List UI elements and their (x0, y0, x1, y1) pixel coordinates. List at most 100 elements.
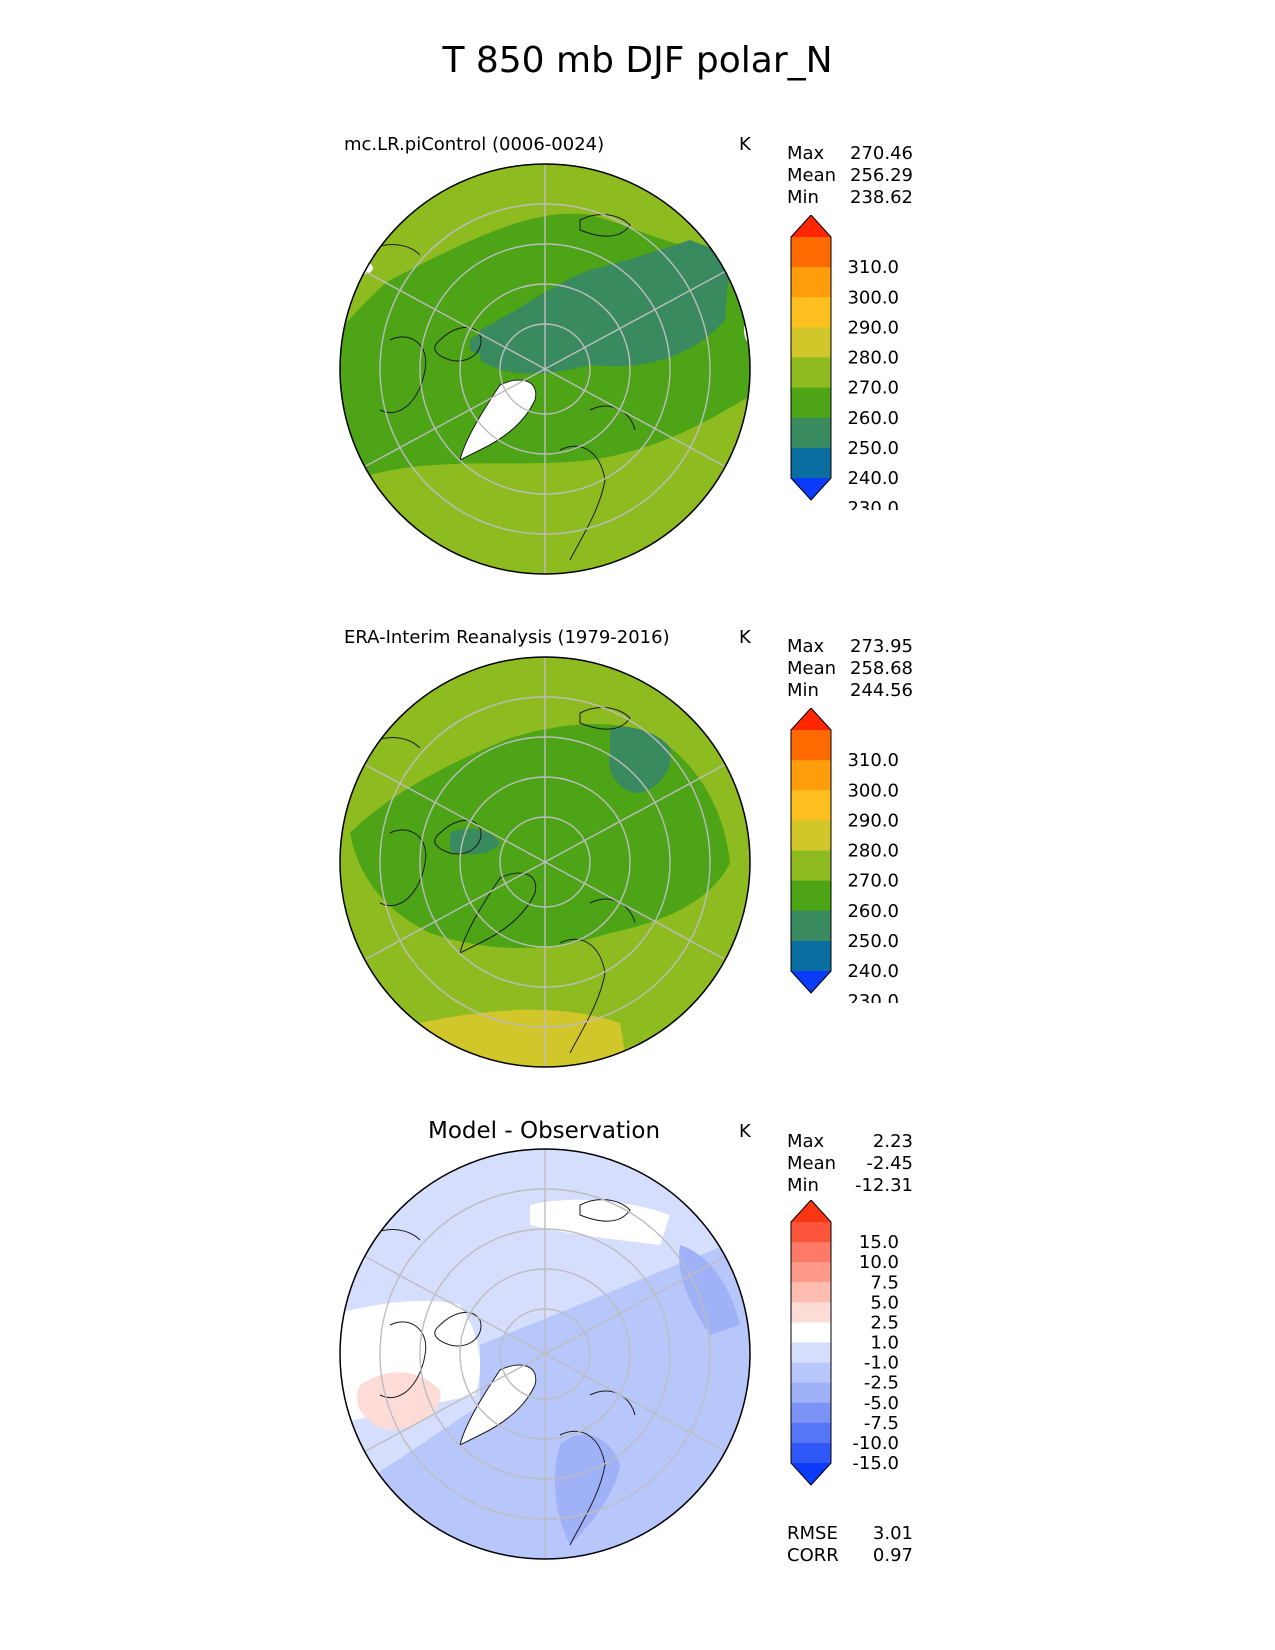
colorbar-band (791, 1200, 831, 1222)
colorbar-tick-label: 7.5 (870, 1272, 899, 1293)
colorbar-band (791, 790, 831, 821)
field-250 (480, 240, 730, 374)
colorbar-outline (790, 708, 832, 994)
colorbar-tick-label: -15.0 (852, 1453, 899, 1474)
colorbar-tick-label: 5.0 (870, 1292, 899, 1313)
colorbar-band (791, 1342, 831, 1364)
colorbar-tick-label: 280.0 (847, 348, 899, 369)
colorbar-tick-label: 300.0 (847, 780, 899, 801)
map-boundary (339, 163, 751, 575)
colorbar-band (791, 478, 831, 500)
panel-2-stats: Max 273.95 Mean 258.68 Min 244.56 (787, 636, 913, 702)
colorbar-tick-label: 310.0 (847, 257, 899, 278)
colorbar-band (791, 327, 831, 358)
metric-row: RMSE 3.01 (787, 1523, 913, 1544)
panel-1-map (339, 163, 751, 575)
colorbar-tick-label: 290.0 (847, 810, 899, 831)
colorbar-tick-label: 260.0 (847, 408, 899, 429)
panel-3-title: Model - Observation (428, 1118, 661, 1144)
colorbar-band (791, 357, 831, 389)
stat-row: Max 270.46 (787, 143, 913, 164)
colorbar-tick-label: 10.0 (859, 1252, 899, 1273)
stat-row: Max 273.95 (787, 636, 913, 657)
field-250-b (450, 828, 500, 855)
panel-3-stats: Max 2.23 Mean -2.45 Min -12.31 (787, 1131, 913, 1197)
field-near-zero-b (530, 1199, 670, 1245)
colorbar-tick-label: 290.0 (847, 317, 899, 338)
colorbar-band (791, 1242, 831, 1263)
map-boundary (339, 656, 751, 1068)
field-270 (340, 164, 750, 340)
graticule (340, 657, 750, 1067)
stat-row: Max 2.23 (787, 1131, 913, 1152)
colorbar-band (791, 1302, 831, 1323)
colorbar-tick-label: 310.0 (847, 750, 899, 771)
colorbar-tick-label: 230.0 (847, 991, 899, 1003)
colorbar-tick-label: -7.5 (864, 1413, 899, 1434)
figure-title: T 850 mb DJF polar_N (442, 40, 833, 81)
panel-3-units: K (739, 1121, 751, 1142)
stat-row: Mean 258.68 (787, 658, 913, 679)
colorbar-2: 310.0 300.0 290.0 280.0 270.0 260.0 250.0 240.0… (790, 708, 899, 1003)
colorbar-band (791, 1442, 831, 1464)
colorbar-band (791, 1222, 831, 1243)
colorbar-band (791, 820, 831, 851)
colorbar-band (791, 237, 831, 268)
colorbar-1: 310.0 300.0 290.0 280.0 270.0 260.0 250.0 240.0… (790, 215, 899, 510)
graticule (340, 164, 750, 574)
colorbar-band (791, 297, 831, 328)
colorbar-band (791, 1463, 831, 1485)
colorbar-tick-label: -5.0 (864, 1393, 899, 1414)
field-greenland (460, 1365, 536, 1445)
colorbar-tick-label: 15.0 (859, 1232, 899, 1253)
colorbar-outline (790, 215, 832, 501)
colorbar-band (791, 760, 831, 791)
panel-3-map (339, 1148, 751, 1560)
map-boundary (339, 1148, 751, 1560)
colorbar-tick-label: -1.0 (864, 1353, 899, 1374)
colorbar-tick-label: 240.0 (847, 468, 899, 489)
panel-2-map (339, 656, 751, 1068)
panel-2-label: ERA-Interim Reanalysis (1979-2016) (344, 627, 670, 648)
colorbar-band (791, 910, 831, 942)
stat-row: Min 238.62 (787, 187, 913, 208)
panel-3-metrics: RMSE 3.01 CORR 0.97 (787, 1523, 913, 1567)
colorbar-band (791, 1322, 831, 1343)
colorbar-band (791, 708, 831, 730)
colorbar-band (791, 971, 831, 993)
colorbar-band (791, 880, 831, 912)
panel-1-label: mc.LR.piControl (0006-0024) (344, 134, 605, 155)
colorbar-tick-label: 250.0 (847, 931, 899, 952)
colorbar-tick-label: 2.5 (870, 1312, 899, 1333)
colorbar-band (791, 387, 831, 419)
colorbar-band (791, 417, 831, 449)
stat-row: Mean 256.29 (787, 165, 913, 186)
colorbar-band (791, 1262, 831, 1283)
colorbar-tick-label: 300.0 (847, 287, 899, 308)
stat-row: Min -12.31 (787, 1175, 913, 1196)
colorbar-band (791, 850, 831, 882)
panel-2-units: K (739, 627, 751, 648)
field-plus-1 (356, 1372, 441, 1430)
panel-1-units: K (739, 134, 751, 155)
colorbar-3: 15.010.07.55.02.51.0-1.0-2.5-5.0-7.5-10.… (790, 1200, 899, 1486)
stat-row: Mean -2.45 (787, 1153, 913, 1174)
colorbar-tick-label: 250.0 (847, 438, 899, 459)
stat-row: Min 244.56 (787, 680, 913, 701)
colorbar-band (791, 1422, 831, 1444)
colorbar-band (791, 1282, 831, 1303)
colorbar-tick-label: 1.0 (870, 1333, 899, 1354)
colorbar-tick-label: 230.0 (847, 498, 899, 510)
colorbar-tick-label: -10.0 (852, 1433, 899, 1454)
colorbar-band (791, 1362, 831, 1384)
colorbar-tick-label: 270.0 (847, 871, 899, 892)
colorbar-outline (790, 1200, 832, 1486)
colorbar-band (791, 940, 831, 972)
colorbar-band (791, 1402, 831, 1424)
colorbar-band (791, 215, 831, 237)
colorbar-tick-label: 260.0 (847, 901, 899, 922)
field-minus-5-b (679, 1245, 740, 1335)
colorbar-tick-label: -2.5 (864, 1373, 899, 1394)
colorbar-tick-label: 240.0 (847, 961, 899, 982)
metric-row: CORR 0.97 (787, 1545, 913, 1566)
